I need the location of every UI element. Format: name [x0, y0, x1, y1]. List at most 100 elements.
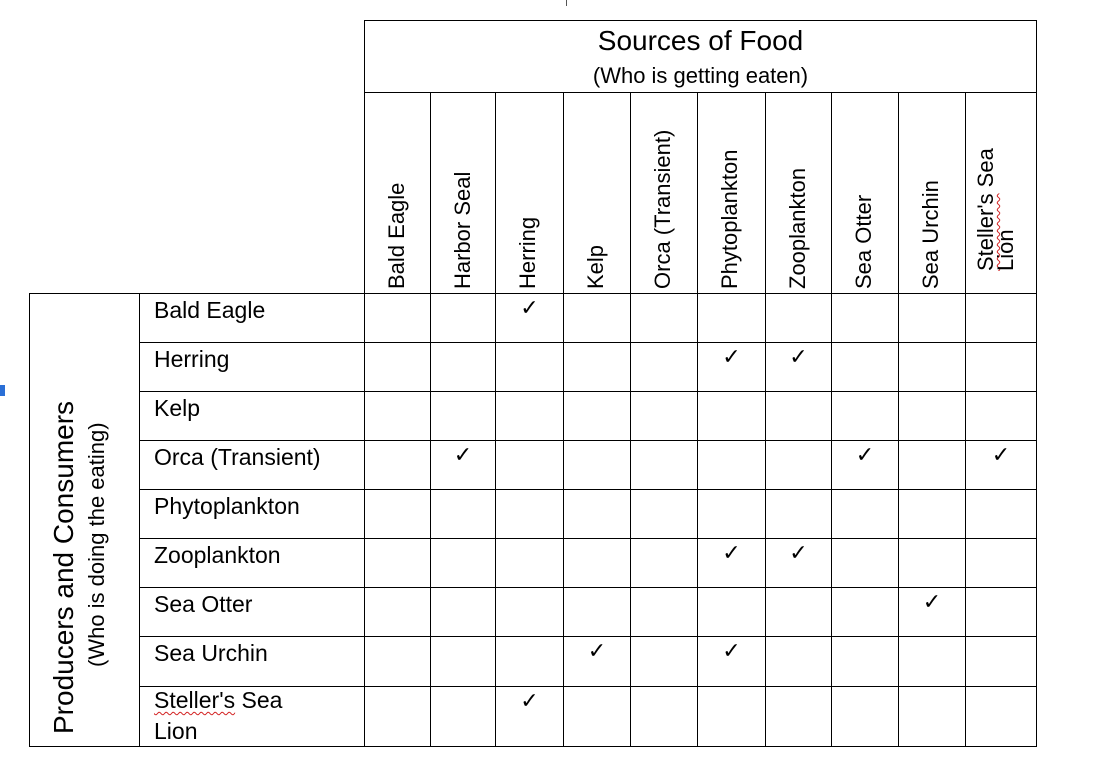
table-cell	[831, 293, 898, 342]
table-cell	[898, 293, 965, 342]
check-mark-icon: ✓	[520, 296, 539, 321]
row-label: Sea Urchin	[154, 640, 268, 666]
table-cell	[765, 440, 831, 489]
table-cell	[831, 489, 898, 538]
table-cell	[630, 342, 697, 391]
column-header-harbor-seal: Harbor Seal	[430, 92, 495, 293]
table-cell: ✓	[697, 636, 765, 686]
check-mark-icon: ✓	[789, 345, 808, 370]
table-cell	[765, 636, 831, 686]
row-header-sea-otter: Sea Otter	[139, 587, 364, 636]
check-mark-icon: ✓	[991, 443, 1011, 468]
check-mark-icon: ✓	[453, 443, 473, 468]
table-cell	[630, 587, 697, 636]
table-cell	[697, 391, 765, 440]
column-header-bald-eagle: Bald Eagle	[364, 92, 430, 293]
check-mark-icon: ✓	[855, 443, 875, 468]
table-cell: ✓	[563, 636, 630, 686]
table-cell	[563, 489, 630, 538]
table-cell	[563, 293, 630, 342]
row-label: Phytoplankton	[154, 493, 300, 519]
table-cell	[965, 342, 1037, 391]
row-label: Kelp	[154, 395, 201, 421]
text-cursor-mark	[566, 0, 573, 6]
table-cell	[430, 538, 495, 587]
row-label: Bald Eagle	[154, 297, 266, 323]
table-cell	[495, 342, 563, 391]
table-cell: ✓	[697, 538, 765, 587]
table-cell	[495, 391, 563, 440]
column-header-steller-s-sea-lion: Steller's Sea Lion	[965, 92, 1037, 293]
header-subtitle: (Who is getting eaten)	[592, 63, 809, 88]
table-cell	[831, 636, 898, 686]
table-cell	[898, 342, 965, 391]
table-cell	[965, 489, 1037, 538]
check-mark-icon: ✓	[722, 345, 741, 370]
table-cell	[364, 391, 430, 440]
column-label: Bald Eagle	[384, 182, 409, 289]
check-mark-icon: ✓	[587, 639, 607, 664]
check-mark-icon: ✓	[789, 541, 808, 566]
table-cell	[364, 440, 430, 489]
table-cell	[831, 391, 898, 440]
table-cell: ✓	[697, 342, 765, 391]
table-cell	[898, 538, 965, 587]
table-cell	[765, 489, 831, 538]
sources-of-food-header: Sources of Food (Who is getting eaten)	[364, 20, 1037, 92]
side-subtitle: (Who is doing the eating)	[84, 422, 109, 667]
row-label: Orca (Transient)	[154, 444, 321, 470]
table-cell	[364, 489, 430, 538]
table-cell	[630, 489, 697, 538]
side-title: Producers and Consumers	[48, 400, 79, 734]
column-label: Zooplankton	[785, 167, 810, 289]
table-cell	[430, 293, 495, 342]
table-cell	[430, 686, 495, 747]
table-cell	[430, 391, 495, 440]
row-header-bald-eagle: Bald Eagle	[139, 293, 364, 342]
column-label: Sea Urchin	[918, 180, 943, 289]
table-cell	[630, 293, 697, 342]
table-cell	[898, 636, 965, 686]
table-cell	[697, 440, 765, 489]
column-header-zooplankton: Zooplankton	[765, 92, 831, 293]
column-header-sea-otter: Sea Otter	[831, 92, 898, 293]
table-cell	[364, 587, 430, 636]
table-cell	[697, 686, 765, 747]
table-cell	[898, 686, 965, 747]
check-mark-icon: ✓	[722, 639, 741, 664]
table-cell	[430, 636, 495, 686]
table-cell	[563, 440, 630, 489]
table-cell	[495, 587, 563, 636]
table-cell	[965, 391, 1037, 440]
table-cell	[563, 391, 630, 440]
column-header-phytoplankton: Phytoplankton	[697, 92, 765, 293]
table-cell	[831, 342, 898, 391]
row-label: Sea Otter	[154, 591, 253, 617]
table-cell	[563, 587, 630, 636]
table-cell	[831, 538, 898, 587]
row-header-herring: Herring	[139, 342, 364, 391]
table-cell	[630, 538, 697, 587]
table-cell	[898, 391, 965, 440]
table-cell: ✓	[831, 440, 898, 489]
table-cell	[765, 391, 831, 440]
table-cell	[965, 538, 1037, 587]
row-header-sea-urchin: Sea Urchin	[139, 636, 364, 686]
table-cell: ✓	[495, 686, 563, 747]
table-cell	[965, 293, 1037, 342]
table-cell	[364, 686, 430, 747]
table-cell	[697, 489, 765, 538]
column-label: Orca (Transient)	[650, 129, 675, 289]
table-cell: ✓	[765, 538, 831, 587]
column-label: Harbor Seal	[450, 171, 475, 289]
table-cell	[965, 686, 1037, 747]
table-cell	[430, 342, 495, 391]
table-cell	[364, 342, 430, 391]
row-label: Steller's Sea Lion	[154, 687, 283, 744]
header-title: Sources of Food	[597, 25, 804, 56]
check-mark-icon: ✓	[520, 689, 539, 714]
row-label: Zooplankton	[154, 542, 281, 568]
table-cell	[563, 342, 630, 391]
column-label: Sea Otter	[851, 194, 876, 289]
